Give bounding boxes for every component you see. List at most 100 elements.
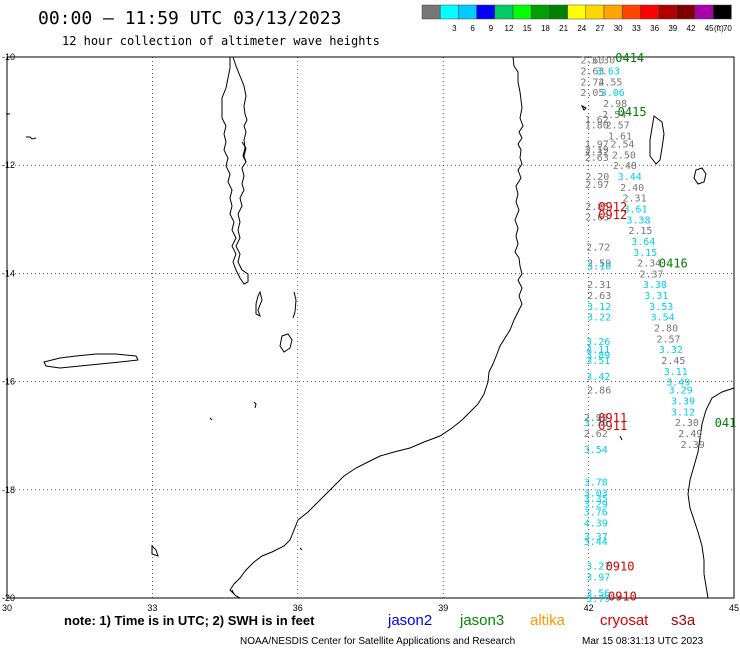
wave-height-value: 3.31 bbox=[644, 291, 668, 302]
comoros-moheli bbox=[693, 167, 707, 185]
satellite-legend: jason2 jason3 altika cryosat s3a bbox=[387, 612, 696, 629]
credit-line: NOAA/NESDIS Center for Satellite Applica… bbox=[240, 636, 515, 647]
legend-tick-label: 18 bbox=[541, 24, 550, 33]
pass-time-label: 0415 bbox=[618, 105, 647, 119]
wave-height-value: 2.63 bbox=[580, 67, 604, 78]
legend-tick-label: 27 bbox=[596, 24, 605, 33]
wave-height-value: 2.97 bbox=[585, 180, 609, 191]
map-subtitle: 12 hour collection of altimeter wave hei… bbox=[62, 34, 380, 48]
lon-tick-label: 36 bbox=[293, 603, 303, 613]
wave-height-value: 3.51 bbox=[586, 356, 610, 367]
wave-height-value: 3.03 bbox=[584, 489, 608, 500]
wave-height-value: 3.39 bbox=[671, 397, 695, 408]
lon-tick-label: 42 bbox=[584, 603, 594, 613]
wave-height-value: 3.29 bbox=[669, 386, 693, 397]
wave-height-value: 3.53 bbox=[649, 302, 673, 313]
wave-height-value: 2.63 bbox=[585, 213, 609, 224]
wave-height-value: 2.19 bbox=[585, 145, 609, 156]
map-frame bbox=[6, 56, 735, 599]
wave-height-value: 3.42 bbox=[586, 372, 610, 383]
wave-height-value: 3.44 bbox=[584, 537, 608, 548]
wave-height-value: 3.64 bbox=[631, 237, 655, 248]
wave-height-value: 2.50 bbox=[612, 150, 636, 161]
small-mark-lower-left bbox=[231, 547, 303, 595]
legend-units: (ft) bbox=[714, 24, 724, 33]
wave-height-value: 3.27 bbox=[586, 562, 610, 573]
wave-height-value: 2.40 bbox=[620, 183, 644, 194]
legend-swatch bbox=[694, 4, 714, 20]
wave-height-value: 3.06 bbox=[601, 88, 625, 99]
satellite-name: s3a bbox=[671, 612, 696, 629]
wave-height-value: 2.57 bbox=[656, 334, 680, 345]
wave-height-value: 3.30 bbox=[591, 56, 615, 67]
wave-height-value: 2.60 bbox=[580, 56, 604, 67]
satellite-name: jason2 bbox=[387, 612, 432, 629]
lon-tick-label: 30 bbox=[2, 603, 12, 613]
legend-swatch bbox=[658, 4, 678, 20]
wave-height-value: 3.61 bbox=[623, 204, 647, 215]
wave-height-value: 3.63 bbox=[596, 67, 620, 78]
legend-swatch bbox=[476, 4, 496, 20]
wave-height-value: 3.49 bbox=[666, 378, 690, 389]
wave-height-value: 3.12 bbox=[671, 407, 695, 418]
wave-height-value: 3.78 bbox=[584, 418, 608, 429]
legend-swatch bbox=[512, 4, 532, 20]
wave-height-value: 2.30 bbox=[675, 418, 699, 429]
satellite-name: cryosat bbox=[600, 612, 649, 629]
wave-height-value: 3.11 bbox=[664, 367, 688, 378]
wave-height-value: 3.56 bbox=[586, 589, 610, 600]
legend-swatch bbox=[494, 4, 514, 20]
madagascar-coastline bbox=[687, 387, 735, 599]
coastlines bbox=[6, 56, 735, 599]
lon-tick-label: 39 bbox=[438, 603, 448, 613]
wave-height-value: 3.78 bbox=[584, 478, 608, 489]
wave-height-value: 3.35 bbox=[584, 494, 608, 505]
wave-height-value: 3.44 bbox=[618, 172, 642, 183]
satellite-name: altika bbox=[530, 612, 566, 629]
comoros-grande bbox=[649, 115, 665, 165]
pass-time-label: 0910 bbox=[608, 589, 637, 603]
legend-tick-label: 21 bbox=[559, 24, 568, 33]
wave-height-value: 2.74 bbox=[580, 77, 604, 88]
wave-height-value: 1.97 bbox=[585, 140, 609, 151]
pass-time-label: 0416 bbox=[659, 257, 688, 271]
legend-swatch bbox=[712, 4, 732, 20]
reef-mark bbox=[619, 435, 623, 441]
wave-height-value: 3.10 bbox=[587, 261, 611, 272]
wave-height-value: 3.97 bbox=[586, 572, 610, 583]
wave-height-value: 4.39 bbox=[584, 518, 608, 529]
wave-height-legend: 3 6 9 12 15 18 21 24 27 30 33 36 39 42 45 70 bbox=[421, 4, 732, 33]
lake-chilwa bbox=[279, 333, 293, 353]
lat-tick-label: -10 bbox=[2, 52, 15, 62]
legend-swatch bbox=[458, 4, 477, 20]
legend-swatch bbox=[530, 4, 550, 20]
legend-swatch bbox=[585, 4, 605, 20]
legend-tick-label: 15 bbox=[523, 24, 532, 33]
pass-time-label: 041 bbox=[715, 416, 737, 430]
wave-height-value: 2.20 bbox=[585, 172, 609, 183]
lon-tick-label: 33 bbox=[147, 603, 157, 613]
legend-swatch bbox=[549, 4, 568, 20]
wave-height-value: 2.63 bbox=[585, 153, 609, 164]
wave-height-value: 2.63 bbox=[587, 291, 611, 302]
comoros-anjouan bbox=[580, 104, 587, 111]
wave-height-value: 2.72 bbox=[586, 242, 610, 253]
wave-height-value: 1.62 bbox=[585, 115, 609, 126]
wave-height-value: 3.76 bbox=[584, 507, 608, 518]
lat-tick-label: -14 bbox=[2, 268, 15, 278]
legend-swatch bbox=[676, 4, 696, 20]
pass-time-label: 0911 bbox=[598, 411, 627, 425]
wave-height-value: 3.32 bbox=[659, 345, 683, 356]
wave-height-value: 2.32 bbox=[585, 148, 609, 159]
wave-height-value: 3.29 bbox=[584, 499, 608, 510]
wave-height-value: 3.54 bbox=[651, 313, 675, 324]
wave-height-value: 2.98 bbox=[603, 99, 627, 110]
wave-height-value: 2.62 bbox=[584, 429, 608, 440]
legend-tick-label: 30 bbox=[614, 24, 623, 33]
legend-tick-label: 33 bbox=[632, 24, 641, 33]
wave-height-value: 2.57 bbox=[606, 121, 630, 132]
lat-tick-label: -18 bbox=[2, 485, 15, 495]
wave-height-value: 3.22 bbox=[587, 313, 611, 324]
